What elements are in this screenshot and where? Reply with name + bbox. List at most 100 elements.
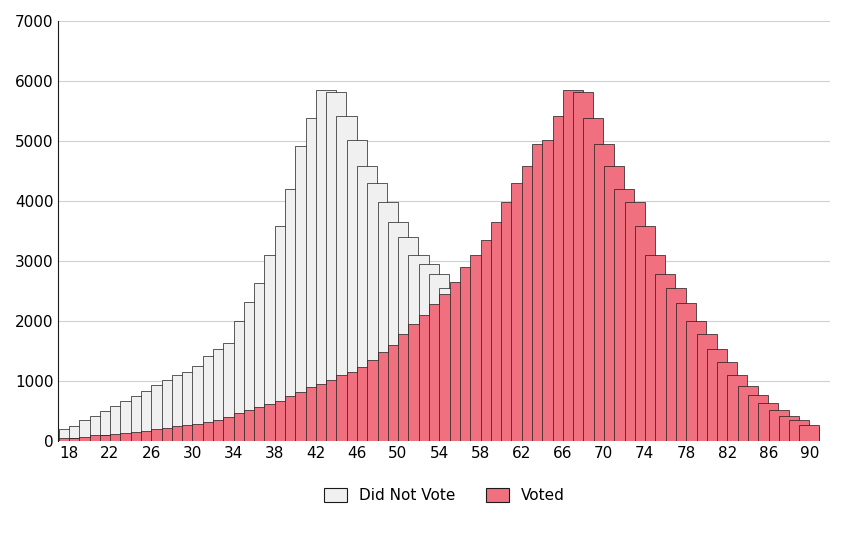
Bar — [336, 375, 356, 441]
Bar — [562, 90, 582, 441]
Bar — [788, 420, 809, 441]
Bar — [768, 410, 787, 441]
Bar — [727, 406, 747, 441]
Bar — [408, 324, 428, 441]
Bar — [151, 385, 171, 441]
Bar — [572, 92, 592, 441]
Bar — [377, 352, 398, 441]
Bar — [521, 166, 541, 441]
Bar — [469, 255, 490, 441]
Bar — [213, 349, 233, 441]
Bar — [655, 386, 674, 441]
Bar — [336, 116, 356, 441]
Bar — [141, 391, 161, 441]
Bar — [757, 415, 777, 441]
Bar — [737, 386, 757, 441]
Bar — [521, 350, 541, 441]
Bar — [778, 421, 798, 441]
Bar — [244, 410, 263, 441]
Bar — [469, 315, 490, 441]
Bar — [316, 90, 336, 441]
Bar — [213, 420, 233, 441]
Bar — [367, 183, 387, 441]
Bar — [89, 435, 110, 441]
Bar — [131, 432, 150, 441]
Bar — [747, 394, 767, 441]
Bar — [306, 118, 325, 441]
Bar — [357, 368, 376, 441]
Bar — [182, 425, 202, 441]
Bar — [778, 416, 798, 441]
Bar — [665, 288, 685, 441]
Bar — [644, 255, 664, 441]
Bar — [233, 321, 253, 441]
Bar — [264, 404, 284, 441]
Bar — [387, 345, 408, 441]
Bar — [644, 384, 664, 441]
Bar — [798, 425, 819, 441]
Bar — [706, 349, 726, 441]
Bar — [192, 424, 213, 441]
Bar — [182, 372, 202, 441]
Bar — [459, 312, 479, 441]
Bar — [419, 315, 438, 441]
Bar — [100, 411, 120, 441]
Bar — [110, 434, 130, 441]
Bar — [59, 429, 78, 441]
Bar — [695, 398, 716, 441]
Bar — [685, 394, 706, 441]
Bar — [675, 303, 695, 441]
Bar — [706, 400, 726, 441]
Bar — [542, 140, 561, 441]
Bar — [131, 396, 150, 441]
Bar — [593, 372, 613, 441]
Bar — [141, 431, 161, 441]
Bar — [203, 421, 223, 441]
Bar — [614, 377, 634, 441]
Bar — [727, 375, 747, 441]
Bar — [655, 274, 674, 441]
Bar — [439, 288, 459, 441]
Bar — [582, 371, 603, 441]
Bar — [59, 439, 78, 441]
Bar — [357, 166, 376, 441]
Bar — [264, 255, 284, 441]
Bar — [161, 380, 181, 441]
Bar — [306, 387, 325, 441]
Bar — [233, 413, 253, 441]
Bar — [737, 409, 757, 441]
Bar — [100, 435, 120, 441]
Bar — [295, 392, 315, 441]
Bar — [244, 302, 263, 441]
Bar — [69, 438, 89, 441]
Bar — [532, 356, 551, 441]
Bar — [582, 118, 603, 441]
Bar — [326, 380, 346, 441]
Bar — [624, 380, 644, 441]
Bar — [788, 424, 809, 441]
Bar — [284, 397, 305, 441]
Bar — [624, 202, 644, 441]
Bar — [203, 356, 223, 441]
Bar — [121, 433, 140, 441]
Bar — [171, 426, 192, 441]
Bar — [603, 374, 623, 441]
Bar — [110, 406, 130, 441]
Bar — [747, 413, 767, 441]
Bar — [419, 264, 438, 441]
Bar — [449, 303, 469, 441]
Bar — [346, 140, 366, 441]
Bar — [757, 403, 777, 441]
Bar — [798, 427, 819, 441]
Legend: Did Not Vote, Voted: Did Not Vote, Voted — [317, 482, 571, 509]
Bar — [480, 240, 500, 441]
Bar — [295, 146, 315, 441]
Bar — [532, 144, 551, 441]
Bar — [685, 321, 706, 441]
Bar — [717, 404, 736, 441]
Bar — [552, 116, 572, 441]
Bar — [675, 392, 695, 441]
Bar — [171, 375, 192, 441]
Bar — [572, 369, 592, 441]
Bar — [377, 202, 398, 441]
